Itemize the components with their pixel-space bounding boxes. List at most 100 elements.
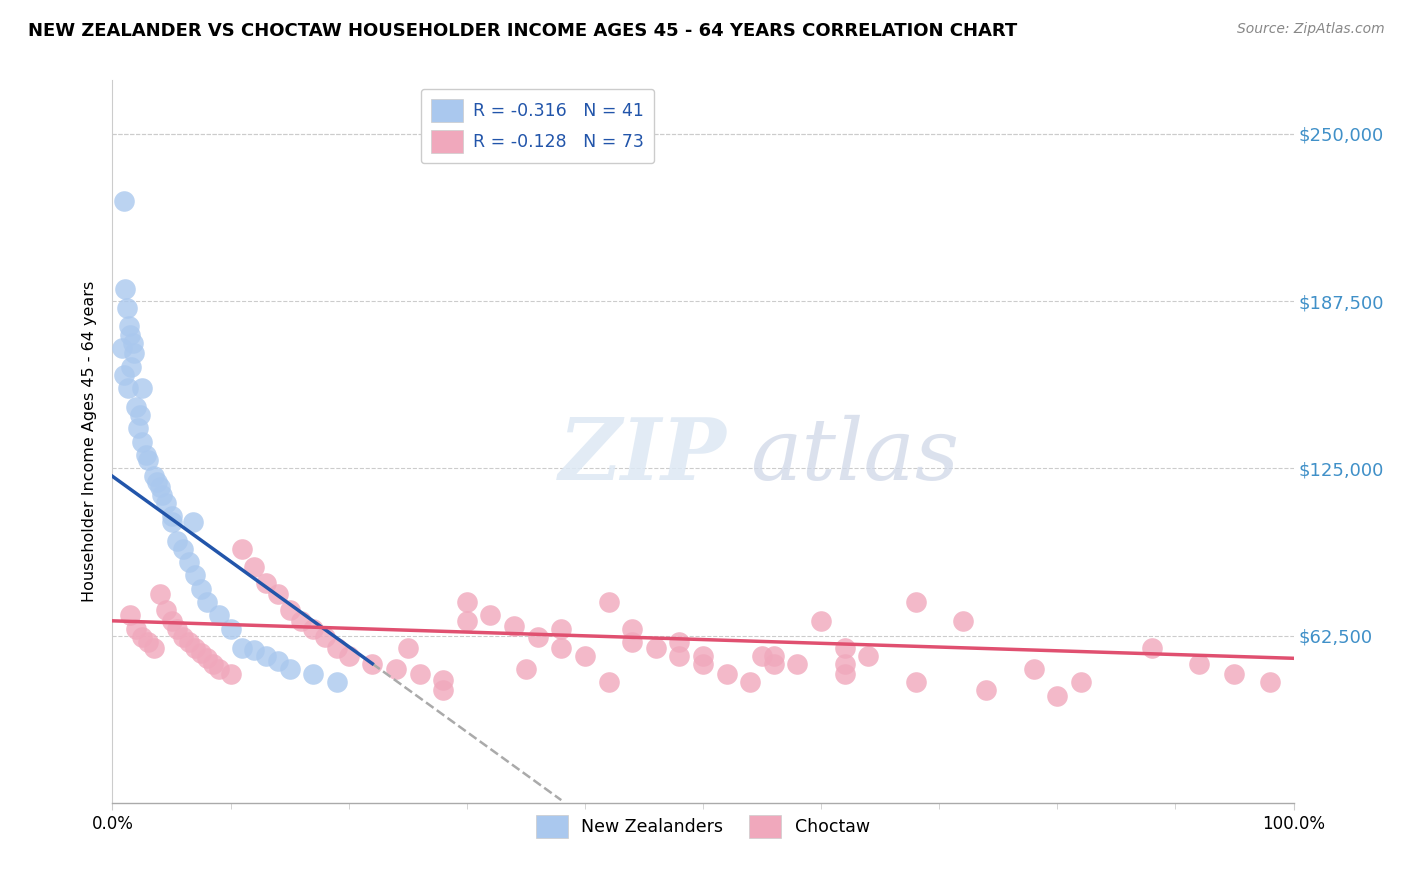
Point <box>120 359 142 374</box>
Point <box>1258 675 1281 690</box>
Point <box>432 673 454 687</box>
Point <box>692 648 714 663</box>
Point <box>1188 657 1211 671</box>
Legend: New Zealanders, Choctaw: New Zealanders, Choctaw <box>529 808 877 845</box>
Point <box>834 667 856 681</box>
Point <box>952 614 974 628</box>
Point <box>550 640 572 655</box>
Point <box>135 448 157 462</box>
Point <box>125 400 148 414</box>
Point <box>195 595 218 609</box>
Point <box>115 301 138 315</box>
Point <box>1070 675 1092 690</box>
Point <box>142 640 165 655</box>
Point <box>179 555 201 569</box>
Point <box>131 434 153 449</box>
Point <box>1046 689 1069 703</box>
Text: Source: ZipAtlas.com: Source: ZipAtlas.com <box>1237 22 1385 37</box>
Point <box>326 675 349 690</box>
Point <box>160 509 183 524</box>
Point <box>456 595 478 609</box>
Point <box>267 587 290 601</box>
Point <box>716 667 738 681</box>
Point <box>976 683 998 698</box>
Point <box>267 654 290 668</box>
Point <box>526 630 548 644</box>
Point <box>254 648 277 663</box>
Point <box>574 648 596 663</box>
Point <box>408 667 430 681</box>
Point <box>904 675 927 690</box>
Point <box>208 608 231 623</box>
Point <box>208 662 231 676</box>
Point <box>314 630 336 644</box>
Point <box>128 408 150 422</box>
Point <box>668 648 690 663</box>
Point <box>243 643 266 657</box>
Point <box>456 614 478 628</box>
Point <box>219 667 242 681</box>
Point <box>361 657 384 671</box>
Point <box>131 381 153 395</box>
Point <box>112 194 135 208</box>
Point <box>142 469 165 483</box>
Point <box>160 614 183 628</box>
Point <box>184 568 207 582</box>
Point <box>1022 662 1045 676</box>
Point <box>201 657 224 671</box>
Point <box>1140 640 1163 655</box>
Point <box>114 282 136 296</box>
Point <box>337 648 360 663</box>
Point <box>181 515 204 529</box>
Point <box>254 576 277 591</box>
Point <box>184 640 207 655</box>
Point <box>858 648 880 663</box>
Point <box>172 630 194 644</box>
Point <box>621 635 644 649</box>
Point <box>786 657 808 671</box>
Point <box>503 619 526 633</box>
Point <box>515 662 537 676</box>
Point <box>762 657 785 671</box>
Point <box>146 475 169 489</box>
Point <box>644 640 666 655</box>
Point <box>219 622 242 636</box>
Point <box>155 603 177 617</box>
Point <box>740 675 762 690</box>
Point <box>117 381 139 395</box>
Point <box>834 657 856 671</box>
Point <box>122 346 145 360</box>
Point <box>834 640 856 655</box>
Y-axis label: Householder Income Ages 45 - 64 years: Householder Income Ages 45 - 64 years <box>82 281 97 602</box>
Point <box>621 622 644 636</box>
Point <box>121 335 143 350</box>
Point <box>149 587 172 601</box>
Point <box>751 648 773 663</box>
Point <box>111 341 134 355</box>
Text: ZIP: ZIP <box>558 414 727 498</box>
Point <box>810 614 832 628</box>
Point <box>385 662 408 676</box>
Point <box>904 595 927 609</box>
Point <box>302 622 325 636</box>
Point <box>278 662 301 676</box>
Point <box>231 541 253 556</box>
Point <box>166 533 188 548</box>
Point <box>692 657 714 671</box>
Point <box>136 635 159 649</box>
Point <box>396 640 419 655</box>
Point <box>231 640 253 655</box>
Point <box>179 635 201 649</box>
Point <box>136 453 159 467</box>
Point <box>127 421 149 435</box>
Point <box>120 608 142 623</box>
Point <box>1223 667 1246 681</box>
Point <box>172 541 194 556</box>
Point <box>155 496 177 510</box>
Point <box>120 327 142 342</box>
Point <box>302 667 325 681</box>
Point <box>166 622 188 636</box>
Point <box>290 614 312 628</box>
Point <box>195 651 218 665</box>
Point <box>190 646 212 660</box>
